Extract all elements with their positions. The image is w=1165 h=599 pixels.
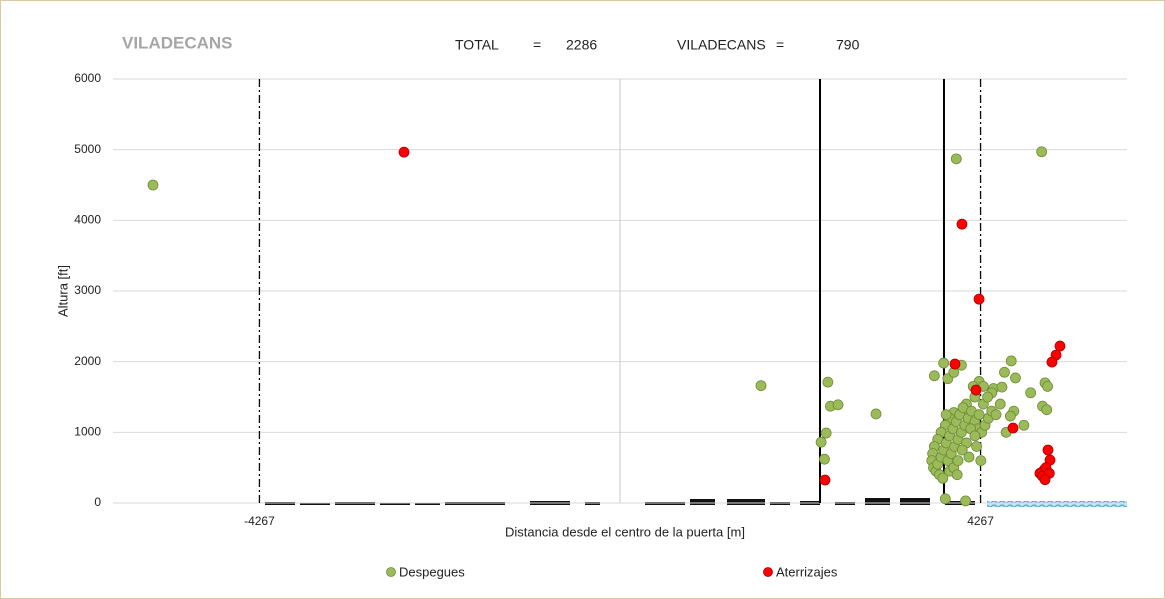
y-tick-label: 6000 [74,71,101,85]
point [949,358,961,370]
header-text: TOTAL [455,37,499,53]
point [1036,146,1048,158]
legend-marker [386,567,396,577]
point [996,381,1008,393]
point [940,409,952,421]
point [950,153,962,165]
point [952,455,964,467]
point [819,474,831,486]
point [960,495,972,507]
legend-marker [763,567,773,577]
point [870,408,882,420]
x-axis-label: Distancia desde el centro de la puerta [… [505,524,745,539]
point [969,430,981,442]
point [815,436,827,448]
point [994,398,1006,410]
point [1046,356,1058,368]
chart-title: VILADECANS [122,33,233,52]
point [820,427,832,439]
y-tick-label: 4000 [74,213,101,227]
point [999,366,1010,378]
point [951,469,963,481]
point [1010,372,1021,384]
x-tick-label: 4267 [967,514,994,528]
point [975,455,987,467]
point [937,472,949,484]
legend-label: Aterrizajes [776,564,838,579]
point [956,218,968,230]
point [982,391,993,403]
point [973,409,985,421]
point [939,493,951,505]
point [1018,419,1030,431]
header-text: VILADECANS [677,37,766,53]
header-text: 790 [836,37,860,53]
header-text: = [776,37,784,53]
point [819,453,830,465]
point [963,451,975,463]
point [398,146,410,158]
point [971,441,982,452]
y-tick-label: 2000 [74,354,101,368]
point [928,370,940,382]
point [973,293,985,305]
y-tick-label: 3000 [74,283,101,297]
y-tick-label: 0 [94,495,101,509]
point [1054,340,1066,352]
header-text: 2286 [566,37,597,53]
y-axis-label: Altura [ft] [55,265,70,317]
point [1042,444,1054,456]
y-tick-label: 5000 [74,142,101,156]
point [755,380,767,392]
legend-label: Despegues [399,564,465,579]
point [1042,380,1053,392]
point [1039,474,1051,486]
point [822,376,834,388]
point [832,399,844,411]
point [1025,387,1037,399]
x-tick-label: -4267 [244,514,275,528]
point [1041,404,1053,416]
point [956,444,968,456]
point [147,179,159,191]
point [1004,410,1016,422]
point [1005,355,1017,367]
header-text: = [533,37,541,53]
point [990,409,1002,421]
point [1007,422,1019,434]
point [938,357,950,369]
y-tick-label: 1000 [74,425,101,439]
point [970,384,982,396]
